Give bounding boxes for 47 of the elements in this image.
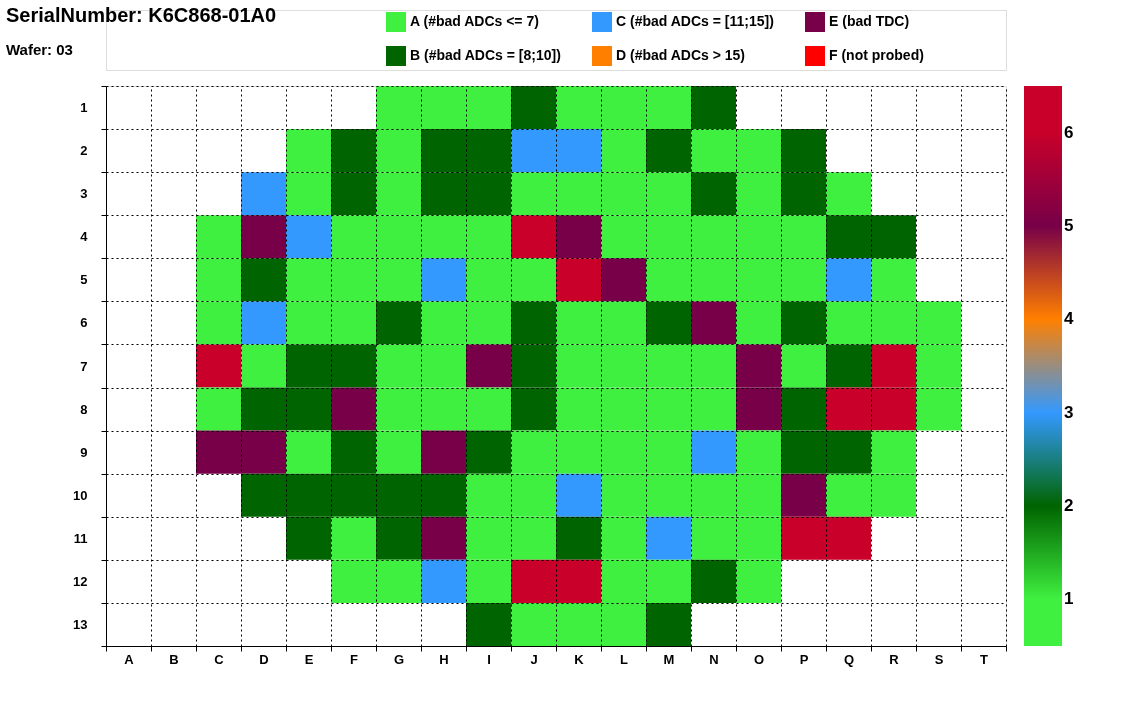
x-tick-label: C: [214, 651, 225, 667]
legend-label: B (#bad ADCs = [8;10]): [410, 47, 561, 63]
y-tick-label: 6: [80, 315, 88, 331]
x-tick-label: M: [663, 651, 675, 667]
y-tick-label: 5: [80, 272, 88, 288]
legend-label: D (#bad ADCs > 15): [616, 47, 746, 63]
legend-label: A (#bad ADCs <= 7): [410, 13, 539, 29]
x-tick-label: A: [124, 651, 135, 667]
y-tick-label: 1: [80, 100, 88, 116]
legend-label: F (not probed): [829, 47, 924, 63]
legend-label: E (bad TDC): [829, 13, 910, 29]
y-tick-label: 13: [73, 616, 88, 632]
x-tick-label: G: [393, 651, 405, 667]
chart-title: SerialNumber: K6C868-01A0: [6, 4, 277, 26]
x-tick-label: L: [620, 651, 629, 667]
legend-label: C (#bad ADCs = [11;15]): [616, 13, 774, 29]
color-bar-label: 2: [1064, 496, 1074, 515]
y-tick-label: 4: [80, 229, 89, 245]
y-tick-label: 7: [80, 358, 88, 374]
y-tick-label: 10: [73, 487, 88, 503]
x-tick-label: S: [934, 651, 944, 667]
color-bar-label: 4: [1064, 309, 1074, 329]
y-tick-label: 2: [80, 143, 88, 159]
x-tick-label: K: [574, 651, 585, 667]
x-tick-label: R: [889, 651, 900, 667]
x-tick-label: T: [980, 651, 989, 667]
x-tick-label: N: [709, 651, 719, 667]
x-tick-label: O: [753, 651, 765, 667]
x-tick-label: E: [304, 651, 314, 667]
y-tick-label: 8: [80, 401, 88, 417]
color-bar-label: 5: [1064, 216, 1074, 235]
color-bar-label: 3: [1064, 402, 1074, 422]
x-tick-label: F: [350, 651, 359, 667]
x-tick-label: H: [439, 651, 449, 667]
color-bar-label: 6: [1064, 122, 1074, 142]
y-tick-label: 11: [73, 530, 88, 546]
color-bar-label: 1: [1064, 589, 1074, 609]
chart-subtitle: Wafer: 03: [6, 41, 73, 58]
x-tick-label: Q: [843, 651, 855, 667]
y-tick-label: 3: [80, 186, 88, 202]
x-tick-label: P: [799, 651, 809, 667]
x-tick-label: B: [169, 651, 179, 667]
y-tick-label: 12: [73, 573, 88, 589]
x-tick-label: D: [259, 651, 269, 667]
x-tick-label: J: [530, 651, 538, 667]
y-tick-label: 9: [80, 444, 88, 460]
x-tick-label: I: [487, 651, 491, 667]
